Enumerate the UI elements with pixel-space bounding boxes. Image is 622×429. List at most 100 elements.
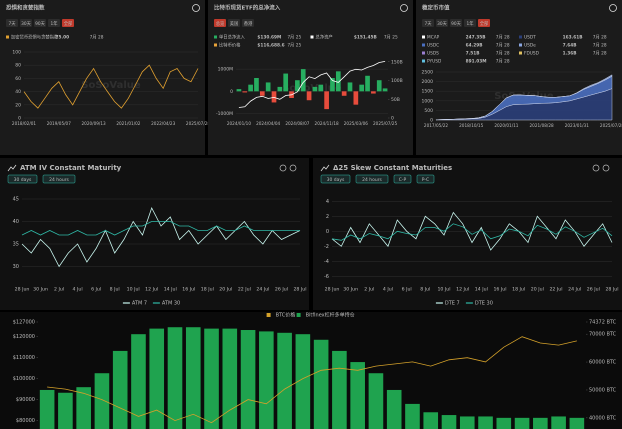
tab[interactable] xyxy=(228,19,240,27)
y2-tick-label: 60000 BTC xyxy=(589,360,617,366)
tab-label: 90天 xyxy=(451,21,461,27)
legend-date: 7月 28 xyxy=(593,43,607,49)
legend-swatch xyxy=(519,43,522,47)
x-tick-label: 2022/04/23 xyxy=(151,121,175,126)
bar xyxy=(405,403,420,429)
button[interactable] xyxy=(355,174,389,184)
x-tick-label: 16 Jul xyxy=(182,287,195,293)
button[interactable] xyxy=(42,174,76,184)
y-tick-label: 0 xyxy=(18,116,21,122)
tab-label: 1年 xyxy=(466,20,474,27)
legend-swatch xyxy=(422,59,425,63)
bar xyxy=(259,331,274,429)
legend-label: Bitfinex杠杆多单持仓 xyxy=(306,312,355,319)
bar xyxy=(312,86,318,92)
tab[interactable] xyxy=(20,19,32,27)
series-line xyxy=(331,223,613,241)
y-tick-label: 30 xyxy=(13,264,19,270)
tab-label: 90天 xyxy=(35,21,45,27)
tab[interactable] xyxy=(48,19,60,27)
x-tick-label: 30 Jun xyxy=(343,287,358,293)
bar xyxy=(277,86,283,92)
x-tick-label: 18 Jul xyxy=(201,287,214,293)
y2-tick-label: 0 xyxy=(391,116,394,122)
bar xyxy=(376,80,382,92)
y-tick-label: 35 xyxy=(13,242,19,248)
legend-value: 1.36B xyxy=(563,51,577,57)
bar xyxy=(359,84,365,92)
bar xyxy=(341,91,347,96)
tab[interactable] xyxy=(436,19,448,27)
legend-date: 7月 28 xyxy=(496,43,510,49)
legend-value: $130.69M xyxy=(257,35,281,41)
button[interactable] xyxy=(393,174,412,184)
panel xyxy=(0,158,309,310)
y-tick-label: $80000 xyxy=(16,418,35,424)
bar xyxy=(204,328,219,429)
zoom-icon[interactable] xyxy=(279,164,287,172)
tab-label: 美国 xyxy=(230,20,239,27)
tab[interactable] xyxy=(464,19,476,27)
tab[interactable] xyxy=(34,19,46,27)
x-tick-label: 2 Jul xyxy=(364,287,374,293)
menu-icon[interactable] xyxy=(602,164,610,172)
button[interactable] xyxy=(416,174,435,184)
x-tick-label: 24 Jul xyxy=(256,287,269,293)
info-icon[interactable] xyxy=(400,4,408,12)
legend-swatch xyxy=(214,43,217,47)
info-icon[interactable] xyxy=(192,4,200,12)
x-tick-label: 20 Jul xyxy=(219,287,232,293)
bar xyxy=(371,91,376,94)
legend-date: 7月 28 xyxy=(496,59,510,65)
legend-value: 247.35B xyxy=(466,35,486,41)
y2-tick-label: 150B xyxy=(391,59,403,65)
bar xyxy=(365,75,370,92)
y-tick-label: 500 xyxy=(424,108,433,114)
button[interactable] xyxy=(320,174,351,184)
legend-swatch xyxy=(422,35,425,39)
tab-label: 7天 xyxy=(8,21,16,27)
bar xyxy=(496,417,512,429)
x-tick-label: 30 Jun xyxy=(33,287,48,293)
bar xyxy=(478,416,493,429)
legend-name: FDUSD xyxy=(524,51,540,57)
x-tick-label: 12 Jul xyxy=(456,287,469,293)
menu-icon[interactable] xyxy=(289,164,297,172)
bar xyxy=(533,417,548,429)
bar xyxy=(240,330,256,429)
x-tick-label: 2025/07/25 xyxy=(373,121,397,126)
tab[interactable] xyxy=(214,19,226,27)
tab-label: 7天 xyxy=(424,21,432,27)
y-tick-label: 2 xyxy=(326,214,329,220)
legend-date: 7月 28 xyxy=(593,51,607,57)
button-label: 24 hours xyxy=(49,177,69,183)
x-tick-label: 12 Jul xyxy=(145,287,158,293)
y2-tick-label: 50B xyxy=(391,97,400,103)
zoom-icon[interactable] xyxy=(592,164,600,172)
tab[interactable] xyxy=(450,19,462,27)
legend-date: 7月 25 xyxy=(287,35,301,41)
x-tick-label: 22 Jul xyxy=(549,287,562,293)
y2-tick-label: 40000 BTC xyxy=(589,415,617,421)
legend-value: $116,688.6 xyxy=(257,43,284,49)
x-tick-label: 4 Jul xyxy=(73,287,83,293)
info-icon[interactable] xyxy=(609,4,617,12)
bar xyxy=(353,91,359,105)
tab[interactable] xyxy=(478,19,490,27)
y-tick-label: 40 xyxy=(13,219,19,225)
tab[interactable] xyxy=(422,19,434,27)
y-tick-label: 80 xyxy=(15,63,21,69)
bar xyxy=(271,91,277,103)
bar xyxy=(236,89,242,92)
tab[interactable] xyxy=(242,19,254,27)
button[interactable] xyxy=(7,174,38,184)
series-line xyxy=(23,64,199,109)
tab[interactable] xyxy=(6,19,18,27)
legend-name: MCAP xyxy=(427,35,440,41)
bar xyxy=(149,328,165,429)
y2-tick-label: 74372 BTC xyxy=(589,320,617,326)
y-tick-label: 1500 xyxy=(422,89,434,95)
tab[interactable] xyxy=(62,19,74,27)
button-label: C-P xyxy=(399,177,407,183)
bar xyxy=(300,69,306,92)
